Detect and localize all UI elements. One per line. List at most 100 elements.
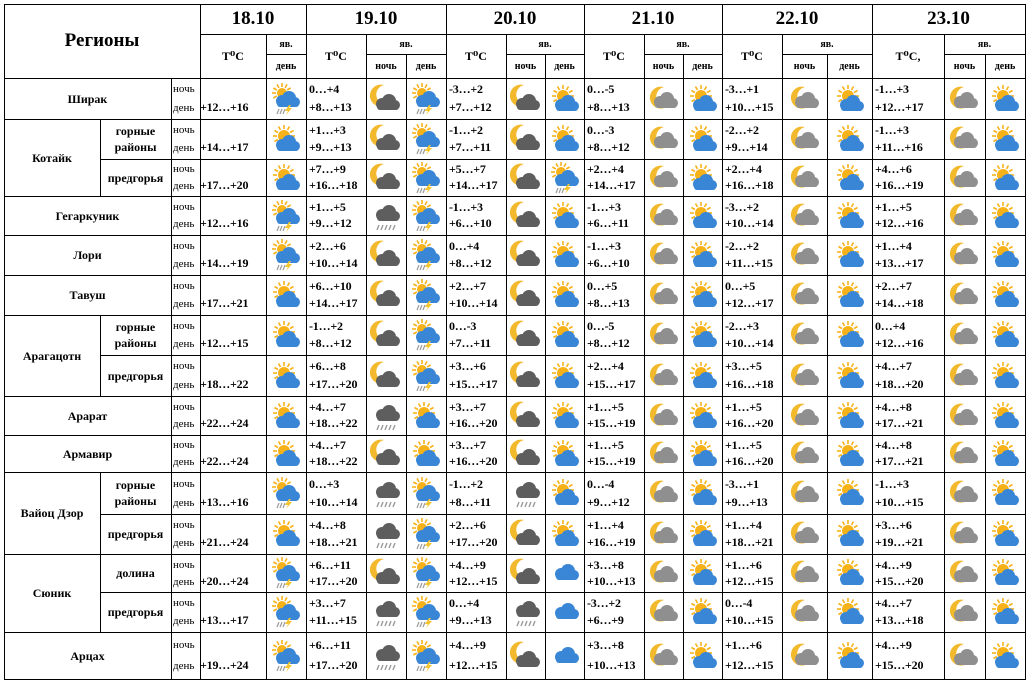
sun-cloud-icon xyxy=(551,479,579,505)
column-rule xyxy=(985,54,986,679)
temp-day: +19…+24 xyxy=(200,658,249,673)
day-header: день xyxy=(839,60,860,72)
table-border-right xyxy=(1025,4,1026,680)
cloud-moon-icon xyxy=(509,320,540,346)
temp-day: +11…+16 xyxy=(875,140,923,154)
temp-day: +6…+11 xyxy=(587,216,629,231)
temp-day: +8…+12 xyxy=(587,336,630,350)
column-rule xyxy=(366,34,367,679)
temp-day: +16…+20 xyxy=(449,453,498,468)
region-label: Котайк xyxy=(32,150,72,165)
temp-day: +17…+20 xyxy=(309,658,358,673)
temp-night: +6…+8 xyxy=(309,359,346,374)
moon-icon xyxy=(950,282,979,305)
temp-night: -3…+2 xyxy=(587,596,621,610)
temp-night: +4…+8 xyxy=(309,518,346,532)
cloud-moon-icon xyxy=(509,558,540,584)
moon-icon xyxy=(649,643,678,666)
temp-day: +6…+10 xyxy=(449,216,492,231)
night-label: ночь xyxy=(173,240,195,252)
moon-icon xyxy=(950,521,979,544)
cloud-moon-icon xyxy=(370,124,400,150)
temp-night: -1…+3 xyxy=(587,239,621,253)
temp-day: +9…+12 xyxy=(309,216,352,231)
column-rule xyxy=(100,159,101,196)
region-label: Арарат xyxy=(67,408,108,423)
moon-icon xyxy=(649,599,678,622)
sun-cloud-icon xyxy=(551,439,579,466)
night-label: ночь xyxy=(173,477,195,490)
sun-rain-thunder-icon xyxy=(412,596,440,628)
temp-night: +2…+7 xyxy=(875,279,912,293)
sun-cloud-icon xyxy=(689,241,717,267)
sun-cloud-icon xyxy=(689,321,717,347)
temp-day: +10…+15 xyxy=(725,613,774,627)
day-label: день xyxy=(173,258,195,270)
column-rule xyxy=(683,54,684,679)
temp-header: T⁰C xyxy=(325,48,347,63)
temp-night: +5…+7 xyxy=(449,162,486,177)
column-rule xyxy=(722,4,723,679)
temp-day: +16…+18 xyxy=(725,177,774,192)
temp-day: +13…+17 xyxy=(200,613,249,627)
sun-rain-thunder-icon xyxy=(412,279,440,311)
date-header: 20.10 xyxy=(493,8,537,29)
row-rule xyxy=(100,514,1025,515)
date-header: 23.10 xyxy=(927,8,970,29)
temp-night: -3…+1 xyxy=(725,476,759,491)
night-header: ночь xyxy=(514,60,537,72)
temp-night: -1…+2 xyxy=(449,123,483,137)
temp-day: +14…+19 xyxy=(200,256,249,270)
moon-icon xyxy=(950,560,979,583)
day-label: день xyxy=(173,660,195,673)
moon-icon xyxy=(790,521,819,544)
temp-day: +15…+17 xyxy=(587,376,636,391)
moon-icon xyxy=(649,203,678,226)
day-header: день xyxy=(554,60,575,72)
sun-cloud-icon xyxy=(991,125,1019,151)
cloud-rain-icon xyxy=(376,644,400,670)
column-rule xyxy=(171,78,172,679)
column-rule xyxy=(827,54,828,679)
row-rule xyxy=(4,472,1025,473)
temp-day: +6…+9 xyxy=(587,613,624,627)
temp-night: +2…+4 xyxy=(725,162,762,177)
sun-cloud-icon xyxy=(551,84,579,111)
night-header: ночь xyxy=(652,60,675,72)
sun-rain-thunder-icon xyxy=(412,477,440,509)
cloud-moon-icon xyxy=(370,361,400,387)
column-rule xyxy=(506,34,507,679)
moon-icon xyxy=(950,242,979,265)
cloud-moon-icon xyxy=(509,280,540,306)
moon-icon xyxy=(950,599,979,622)
sun-cloud-icon xyxy=(836,361,864,388)
column-rule xyxy=(944,34,945,679)
cloud-moon-icon xyxy=(370,163,400,189)
sun-cloud-icon xyxy=(836,201,864,228)
cloud-moon-icon xyxy=(370,558,400,584)
cloud-moon-icon xyxy=(370,439,400,465)
temp-night: -1…+3 xyxy=(875,123,909,137)
sun-rain-thunder-icon xyxy=(412,239,440,271)
day-label: день xyxy=(173,537,195,549)
temp-night: 0…-4 xyxy=(725,596,753,610)
column-rule xyxy=(872,4,873,679)
temp-day: +11…+15 xyxy=(725,256,773,270)
cloud-moon-icon xyxy=(509,641,540,667)
row-rule xyxy=(4,275,1025,276)
temp-night: 0…+4 xyxy=(449,596,480,610)
sun-cloud-icon xyxy=(991,321,1019,347)
sun-cloud-icon xyxy=(991,439,1019,466)
temp-night: +1…+4 xyxy=(587,518,624,532)
temp-header: T⁰C xyxy=(465,48,487,63)
sun-cloud-icon xyxy=(836,163,864,190)
temp-night: +3…+8 xyxy=(587,557,624,572)
temp-day: +10…+14 xyxy=(309,494,358,509)
night-label: ночь xyxy=(173,558,195,571)
sun-rain-thunder-icon xyxy=(412,359,440,392)
sun-cloud-icon xyxy=(836,125,864,151)
temp-night: +2…+4 xyxy=(587,359,624,374)
temp-day: +7…+12 xyxy=(449,99,492,114)
temp-night: +3…+7 xyxy=(449,438,486,453)
moon-icon xyxy=(950,322,979,345)
